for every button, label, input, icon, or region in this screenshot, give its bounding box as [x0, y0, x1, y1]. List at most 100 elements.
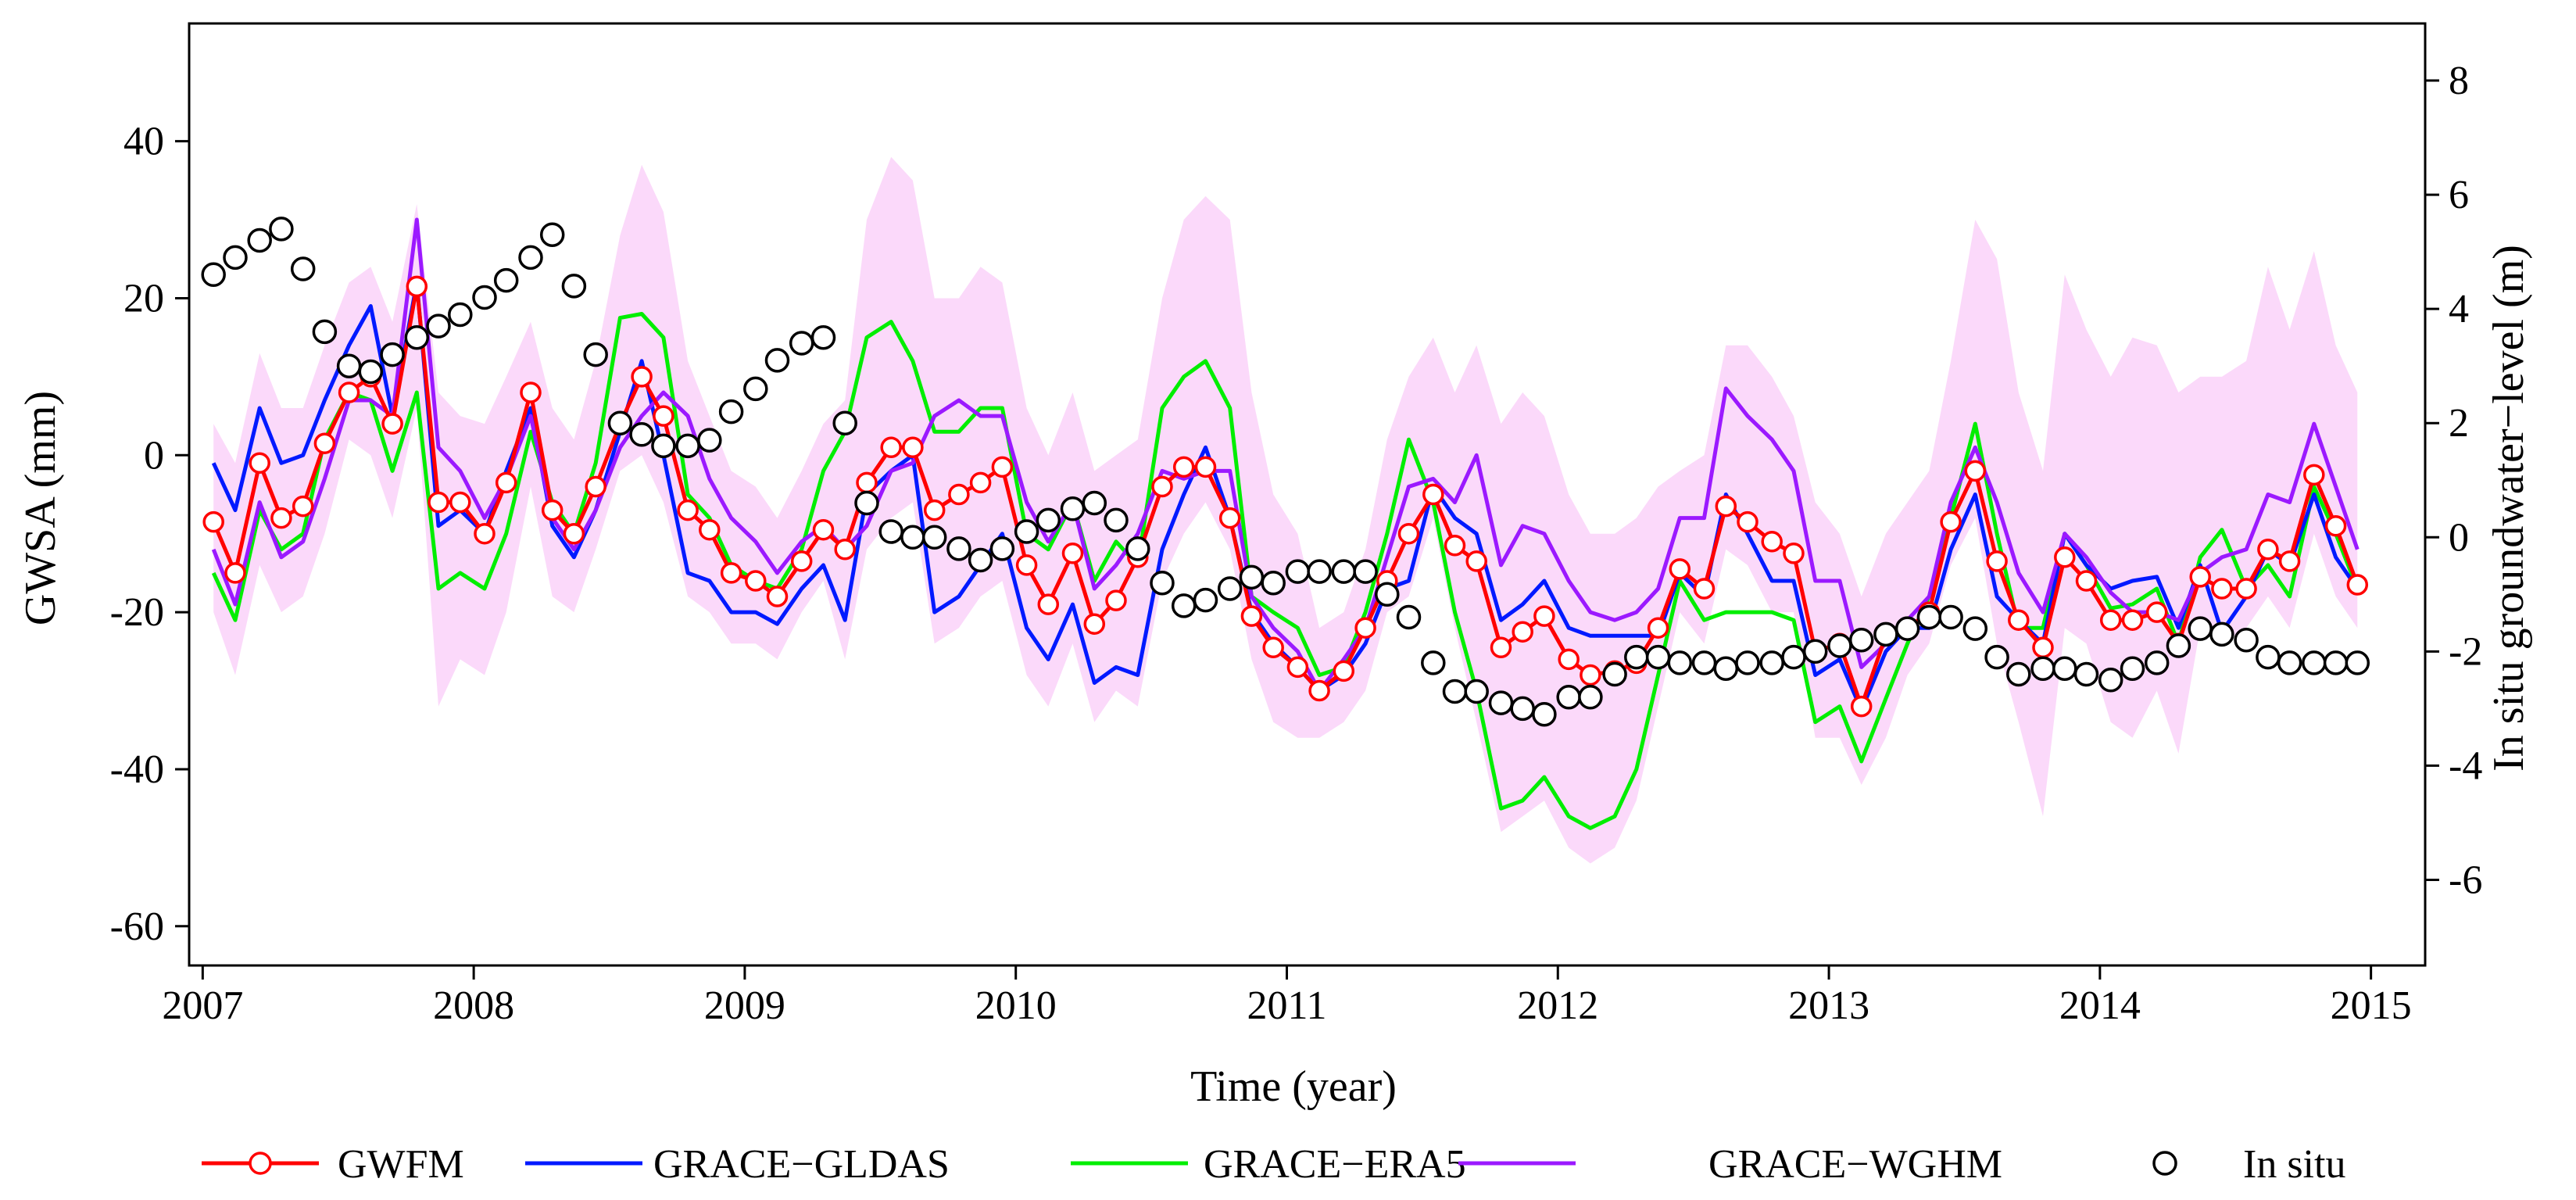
point-gwfm — [1397, 522, 1420, 545]
uncertainty-band — [213, 156, 2358, 864]
plot-frame — [188, 22, 2427, 967]
point-insitu — [2188, 616, 2213, 641]
point-insitu — [1873, 621, 1898, 647]
point-gwfm — [1647, 617, 1669, 639]
point-gwfm — [474, 522, 496, 545]
y-tick-label: 20 — [123, 276, 164, 321]
legend-marker — [2152, 1151, 2177, 1176]
point-gwfm — [677, 499, 699, 521]
y-right-tick-label: -6 — [2449, 858, 2482, 902]
point-gwfm — [2075, 570, 2098, 592]
point-gwfm — [1490, 636, 1512, 659]
point-gwfm — [2121, 609, 2144, 631]
point-gwfm — [1354, 617, 1376, 639]
point-insitu — [1239, 564, 1265, 590]
point-gwfm — [2278, 550, 2301, 572]
point-insitu — [946, 536, 971, 561]
x-tick-label: 2013 — [1788, 983, 1869, 1028]
point-insitu — [1060, 496, 1086, 521]
legend-label: GRACE−WGHM — [1708, 1142, 2002, 1187]
point-insitu — [2345, 650, 2370, 675]
point-gwfm — [2054, 546, 2076, 568]
point-insitu — [269, 217, 294, 242]
point-insitu — [1285, 559, 1311, 584]
y-tick-label: -20 — [110, 590, 164, 635]
y-right-tick-label: -4 — [2449, 743, 2482, 788]
point-gwfm — [2008, 609, 2030, 631]
point-insitu — [2277, 650, 2302, 675]
point-gwfm — [2145, 601, 2168, 623]
point-insitu — [1916, 604, 1942, 630]
point-gwfm — [1761, 531, 1783, 553]
point-gwfm — [428, 491, 449, 514]
point-gwfm — [766, 586, 789, 607]
point-insitu — [810, 324, 836, 350]
point-insitu — [764, 348, 790, 373]
point-insitu — [1713, 656, 1739, 681]
y-tick-label: 40 — [123, 120, 164, 164]
point-insitu — [201, 262, 226, 288]
point-insitu — [1014, 519, 1039, 544]
legend-label: GWFM — [338, 1142, 464, 1187]
point-insitu — [2209, 621, 2234, 647]
point-gwfm — [834, 539, 856, 561]
point-insitu — [1307, 559, 1332, 584]
point-gwfm — [585, 475, 606, 498]
point-insitu — [518, 245, 543, 270]
legend-marker — [249, 1152, 272, 1175]
point-gwfm — [313, 432, 336, 454]
y-tick-label: 0 — [144, 433, 164, 478]
point-gwfm — [1286, 656, 1309, 679]
point-insitu — [789, 331, 814, 356]
point-gwfm — [991, 456, 1014, 478]
point-insitu — [989, 536, 1015, 561]
point-gwfm — [1693, 578, 1716, 600]
series-wghm — [211, 217, 2360, 693]
point-insitu — [1962, 616, 1988, 641]
point-gwfm — [1037, 593, 1060, 615]
point-gwfm — [948, 483, 970, 506]
point-gwfm — [2189, 566, 2211, 588]
point-insitu — [743, 376, 768, 402]
series-layer — [201, 217, 2370, 830]
legend-item-gwfm: GWFM — [202, 1142, 464, 1187]
y-right-tick-label: 6 — [2449, 173, 2469, 217]
point-insitu — [1802, 639, 1828, 664]
point-insitu — [1396, 604, 1422, 630]
legend-item-wghm: GRACE−WGHM — [1458, 1142, 2002, 1187]
point-gwfm — [2032, 636, 2054, 659]
series-insitu — [201, 217, 2370, 727]
point-insitu — [718, 399, 744, 424]
point-insitu — [1759, 650, 1784, 675]
point-insitu — [1171, 593, 1197, 618]
point-gwfm — [1964, 460, 1987, 482]
point-insitu — [290, 256, 316, 281]
point-gwfm — [202, 510, 224, 533]
point-insitu — [2234, 627, 2259, 653]
point-insitu — [1442, 679, 1468, 704]
point-insitu — [1193, 587, 1218, 613]
point-gwfm — [449, 491, 471, 514]
point-insitu — [426, 313, 451, 339]
point-gwfm — [1580, 664, 1601, 686]
point-insitu — [539, 222, 565, 247]
point-gwfm — [1172, 456, 1195, 478]
point-insitu — [1848, 627, 1874, 653]
point-insitu — [1150, 570, 1175, 596]
point-insitu — [472, 285, 497, 310]
point-insitu — [968, 547, 993, 573]
point-gwfm — [880, 436, 902, 459]
point-insitu — [380, 342, 405, 367]
point-insitu — [1691, 650, 1717, 675]
point-gwfm — [2211, 578, 2233, 600]
y-axis-right-title: In situ groundwater−level (m) — [2485, 245, 2533, 772]
point-insitu — [1036, 507, 1061, 533]
point-gwfm — [1783, 543, 1805, 564]
point-gwfm — [1262, 636, 1284, 659]
point-insitu — [1645, 644, 1671, 670]
point-insitu — [651, 433, 676, 459]
y-right-tick-label: 8 — [2449, 59, 2469, 103]
point-insitu — [1353, 559, 1378, 584]
point-insitu — [2144, 650, 2170, 675]
point-insitu — [1781, 644, 1806, 670]
